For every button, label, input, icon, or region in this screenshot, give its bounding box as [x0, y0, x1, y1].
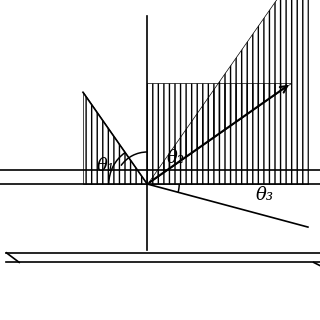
Text: θ₃: θ₃	[256, 186, 274, 204]
Text: θ₂: θ₂	[167, 149, 185, 167]
Text: θ₁: θ₁	[97, 157, 115, 175]
